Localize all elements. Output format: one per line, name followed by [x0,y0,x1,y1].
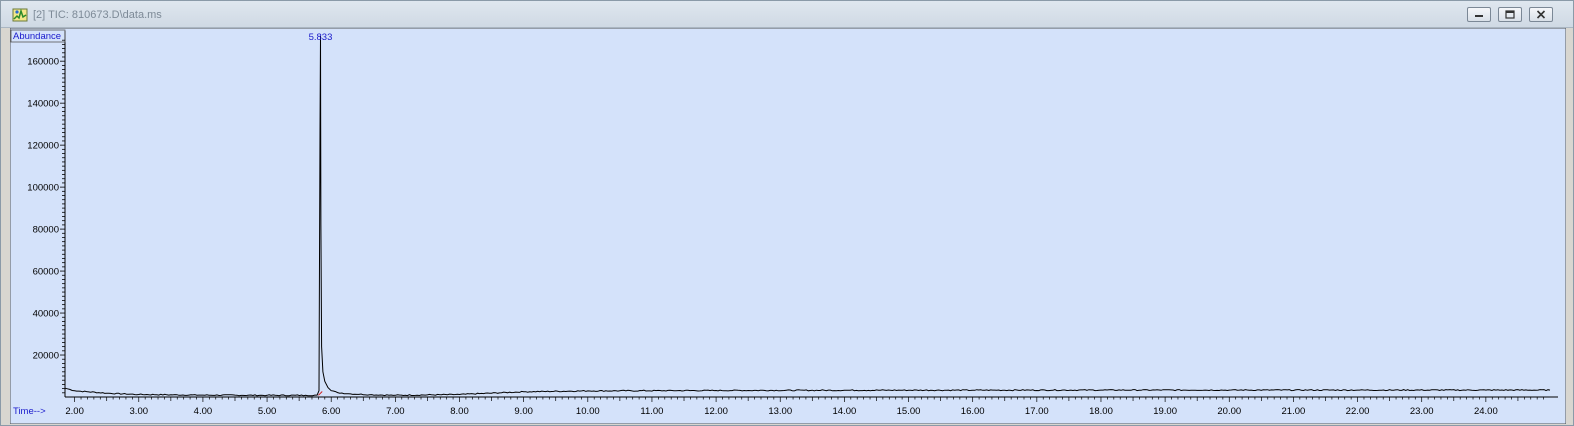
x-tick-label: 3.00 [130,406,149,417]
peak-integration-baseline [318,391,323,396]
x-tick-label: 11.00 [640,406,663,417]
y-axis-label: Abundance [13,31,61,42]
x-tick-label: 2.00 [65,406,84,417]
x-tick-label: 12.00 [704,406,728,417]
x-tick-label: 17.00 [1025,406,1049,417]
x-tick-label: 18.00 [1089,406,1113,417]
abundance-label-box [10,29,66,43]
x-tick-label: 9.00 [514,406,533,417]
y-tick-label: 160000 [27,57,59,68]
minimize-button[interactable] [1467,7,1491,22]
y-tick-label: 40000 [33,309,59,320]
x-tick-label: 19.00 [1153,406,1177,417]
restore-icon [1505,10,1515,19]
x-tick-label: 23.00 [1410,406,1434,417]
x-tick-label: 8.00 [450,406,469,417]
peak-labels: 5.833 [309,32,333,43]
minimize-icon [1475,15,1483,17]
close-button[interactable] [1529,7,1553,22]
y-tick-label: 20000 [33,351,59,362]
y-ticks: 20000 40000 60000 80000 100000 120000 140000 16… [27,39,65,394]
x-tick-label: 15.00 [897,406,921,417]
y-tick-label: 120000 [27,141,59,152]
x-tick-label: 20.00 [1217,406,1241,417]
x-tick-label: 24.00 [1474,406,1498,417]
x-tick-label: 4.00 [194,406,213,417]
y-tick-label: 100000 [27,183,59,194]
x-tick-label: 14.00 [832,406,856,417]
y-tick-label: 140000 [27,99,59,110]
close-icon [1536,10,1546,19]
x-tick-label: 21.00 [1282,406,1306,417]
x-tick-label: 6.00 [322,406,341,417]
x-tick-label: 7.00 [386,406,405,417]
tic-chart[interactable]: Abundance Time--> 20000 40000 60000 80000 10… [10,28,1566,424]
plot-background [10,28,1566,424]
x-tick-label: 22.00 [1346,406,1370,417]
chromatogram-plot-area[interactable]: Abundance Time--> 20000 40000 60000 80000 10… [10,28,1566,424]
x-tick-label: 13.00 [768,406,792,417]
y-tick-label: 80000 [33,225,59,236]
x-tick-label: 16.00 [961,406,985,417]
window-title: [2] TIC: 810673.D\data.ms [33,9,162,21]
tic-trace [64,35,1551,397]
restore-button[interactable] [1498,7,1522,22]
y-tick-label: 60000 [33,267,59,278]
peak-label: 5.833 [309,32,333,43]
x-tick-label: 5.00 [258,406,277,417]
x-axis-label: Time--> [13,406,46,417]
x-ticks: 2.00 3.00 4.00 5.00 6.00 7.00 8.00 9.00 10.00 11.… [65,397,1544,417]
x-tick-label: 10.00 [576,406,600,417]
chromatogram-app-icon [12,8,28,22]
title-bar[interactable]: [2] TIC: 810673.D\data.ms [1,1,1573,28]
